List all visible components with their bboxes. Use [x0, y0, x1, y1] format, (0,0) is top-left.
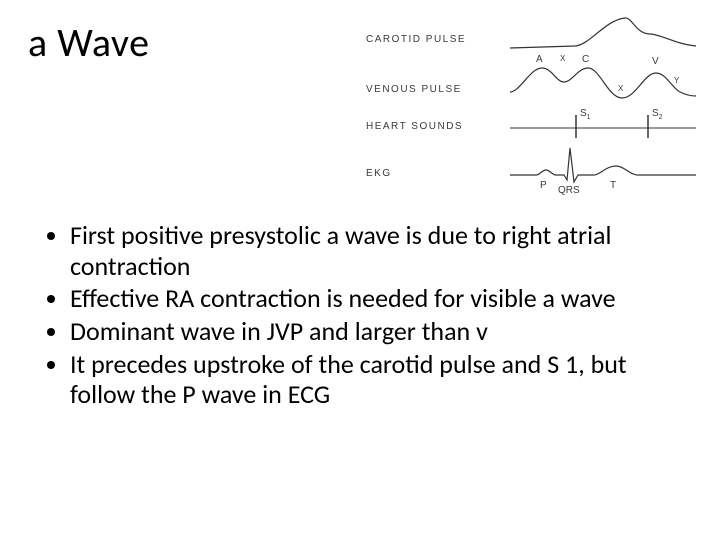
slide-title: a Wave [28, 18, 149, 67]
venous-y-label: Y [674, 76, 679, 85]
carotid-label: CAROTID PULSE [366, 34, 466, 45]
ekg-waveform [510, 148, 696, 182]
slide: a Wave CAROTID PULSE VENOUS PULSE HEART … [0, 0, 720, 540]
ekg-t-label: T [610, 180, 616, 191]
ekg-label: EKG [366, 168, 392, 179]
venous-x2-label: X [618, 84, 623, 93]
waveform-diagram: CAROTID PULSE VENOUS PULSE HEART SOUNDS … [360, 10, 710, 205]
carotid-waveform [510, 18, 696, 48]
bullet-item: First positive presystolic a wave is due… [70, 220, 680, 281]
bullet-item: Effective RA contraction is needed for v… [70, 283, 680, 314]
venous-x1-label: X [560, 54, 565, 63]
bullet-item: Dominant wave in JVP and larger than v [70, 316, 680, 347]
venous-v-label: V [652, 56, 659, 67]
s2-label: S2 [652, 108, 663, 121]
bullet-list: First positive presystolic a wave is due… [40, 220, 680, 412]
venous-c-label: C [582, 54, 589, 65]
venous-label: VENOUS PULSE [366, 84, 462, 95]
s1-label: S1 [580, 108, 591, 121]
venous-a-label: A [536, 54, 543, 65]
ekg-p-label: P [540, 180, 547, 191]
ekg-qrs-label: QRS [558, 185, 580, 196]
heart-sounds-label: HEART SOUNDS [366, 121, 463, 132]
venous-waveform [510, 68, 696, 98]
bullet-item: It precedes upstroke of the carotid puls… [70, 349, 680, 410]
